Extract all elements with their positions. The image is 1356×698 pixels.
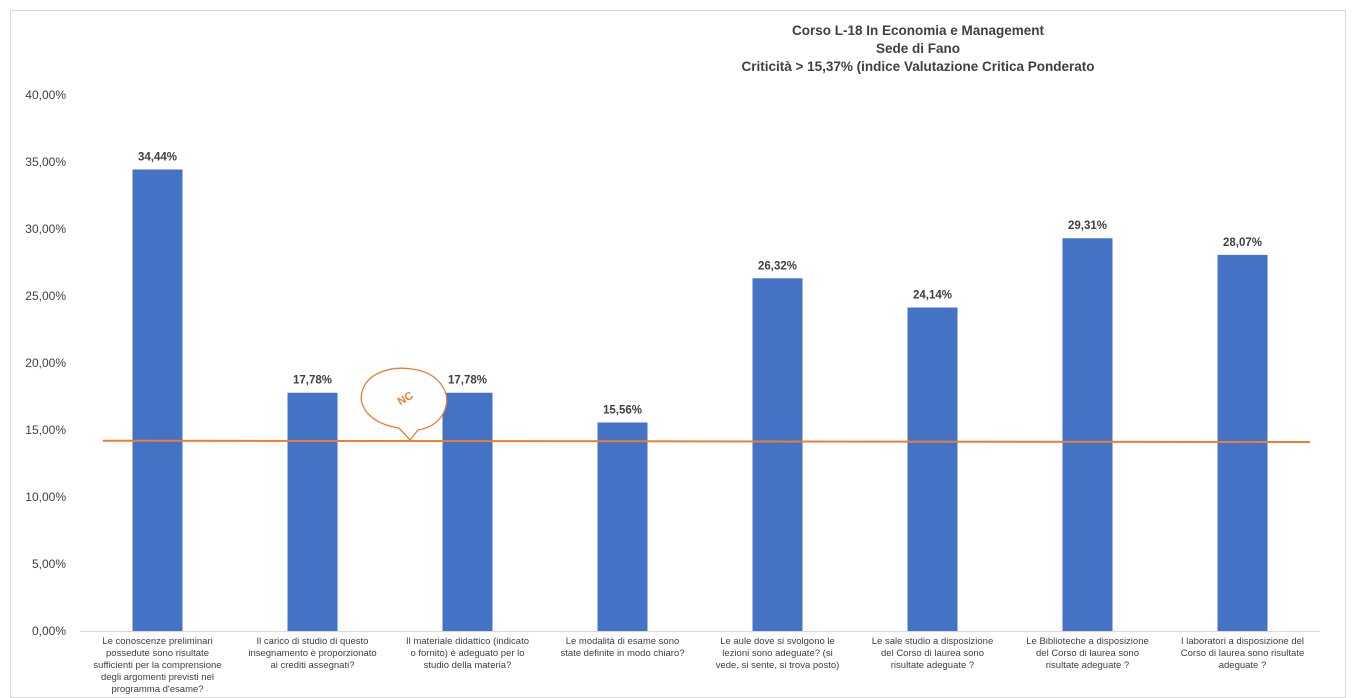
category-label: I laboratori a disposizione del Corso di …	[1181, 636, 1305, 671]
chart-title-line-1: Corso L-18 In Economia e Management	[792, 23, 1045, 38]
category-label: Le Biblioteche a disposizione del Corso d…	[1026, 636, 1149, 671]
y-tick-label: 35,00%	[25, 155, 66, 169]
threshold-line	[102, 439, 1311, 444]
y-tick-label: 15,00%	[25, 423, 66, 437]
bar	[907, 307, 958, 631]
category-label: Le conoscenze preliminari possedute sono …	[93, 636, 221, 695]
y-axis: 0,00% 5,00% 10,00% 15,00% 20,00% 25,00% 30,00%…	[25, 88, 66, 638]
data-label: 29,31%	[1068, 220, 1107, 232]
y-tick-label: 20,00%	[25, 356, 66, 370]
bar	[597, 422, 648, 631]
y-tick-label: 0,00%	[32, 624, 66, 638]
category-label: Le sale studio a disposizione del Corso d…	[872, 636, 993, 671]
bar	[442, 392, 493, 631]
x-axis: Le conoscenze preliminari possedute sono …	[80, 631, 1320, 695]
bar	[287, 392, 338, 631]
chart-title-line-3: Criticità > 15,37% (indice Valutazione C…	[742, 59, 1095, 74]
y-tick-label: 10,00%	[25, 490, 66, 504]
bar	[132, 169, 183, 631]
category-label: Le aule dove si svolgono le lezioni sono …	[716, 636, 840, 671]
data-label: 34,44%	[138, 152, 177, 164]
bar-series: 34,44% 17,78% 17,78% 15,56% 26,32% 24,14% 29,3…	[132, 152, 1268, 631]
data-label: 24,14%	[913, 290, 952, 302]
y-tick-label: 5,00%	[32, 557, 66, 571]
category-label: Le modalità di esame sono state definite …	[560, 636, 684, 659]
callout-bubble	[360, 367, 448, 441]
data-label: 17,78%	[448, 375, 487, 387]
nc-callout: NC	[360, 367, 448, 441]
data-label: 28,07%	[1223, 237, 1262, 249]
y-tick-label: 30,00%	[25, 222, 66, 236]
y-tick-label: 40,00%	[25, 88, 66, 102]
category-label: Il carico di studio di questo insegnament…	[248, 636, 376, 671]
data-label: 17,78%	[293, 375, 332, 387]
category-label: Il materiale didattico (indicato o fornit…	[406, 636, 529, 671]
chart-title: Corso L-18 In Economia e Management Sede…	[742, 23, 1095, 74]
chart-frame	[10, 10, 1346, 698]
threshold-line-group	[102, 439, 1311, 444]
data-label: 15,56%	[603, 404, 642, 416]
data-label: 26,32%	[758, 260, 797, 272]
y-tick-label: 25,00%	[25, 289, 66, 303]
bar	[1062, 238, 1113, 631]
chart-title-line-2: Sede di Fano	[876, 41, 960, 56]
bar	[752, 278, 803, 631]
